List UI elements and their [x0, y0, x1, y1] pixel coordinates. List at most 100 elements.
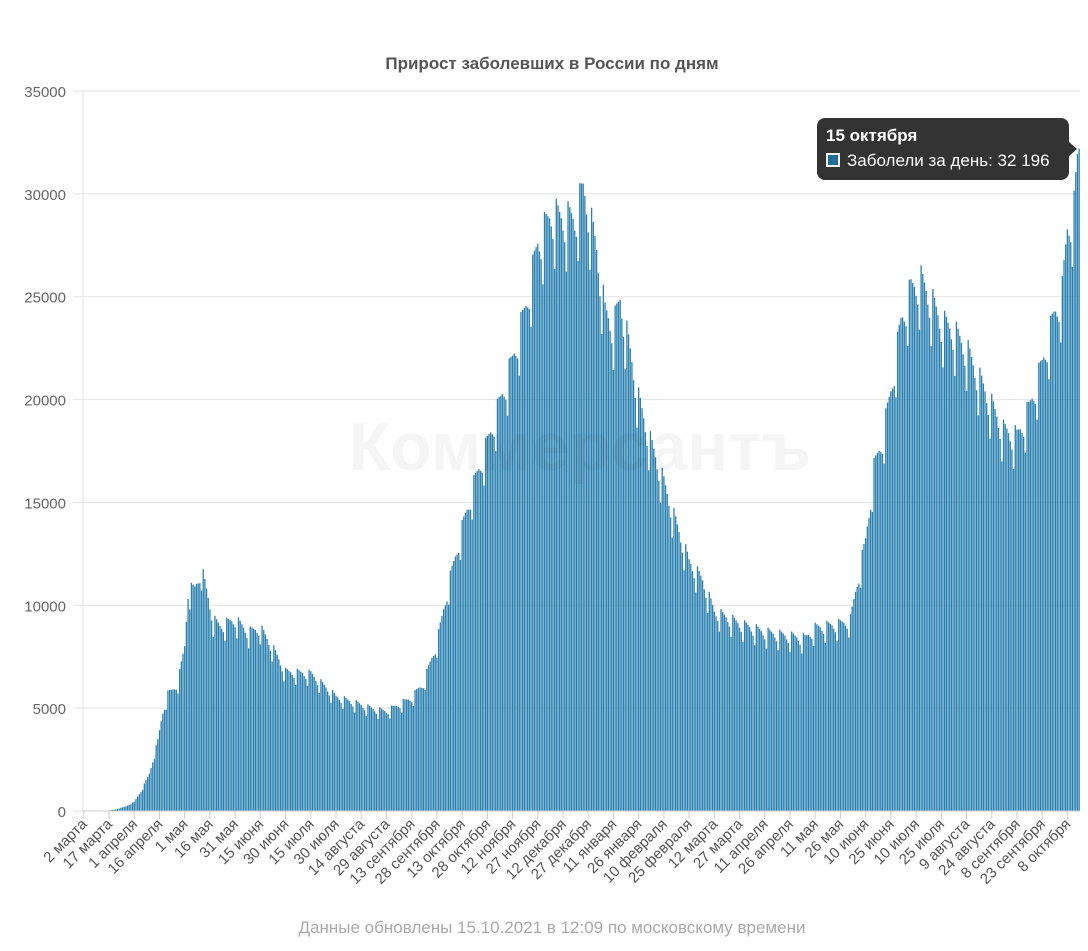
bar[interactable]: [392, 705, 394, 811]
bar[interactable]: [540, 259, 542, 811]
bar[interactable]: [839, 620, 842, 811]
bar[interactable]: [896, 331, 899, 811]
bar[interactable]: [269, 650, 272, 811]
bar[interactable]: [824, 642, 826, 811]
bar[interactable]: [293, 677, 295, 811]
bar[interactable]: [429, 661, 431, 812]
bar[interactable]: [918, 329, 921, 811]
bar[interactable]: [367, 704, 369, 811]
bar[interactable]: [656, 469, 658, 811]
bar[interactable]: [912, 282, 914, 811]
bar[interactable]: [316, 685, 319, 811]
bar[interactable]: [226, 617, 228, 811]
bar[interactable]: [1001, 461, 1003, 811]
bar[interactable]: [711, 605, 714, 811]
bar[interactable]: [143, 783, 146, 811]
bar[interactable]: [303, 676, 305, 811]
bar[interactable]: [348, 701, 351, 811]
bar[interactable]: [910, 279, 912, 811]
bar[interactable]: [663, 476, 665, 811]
bar[interactable]: [404, 699, 406, 811]
bar[interactable]: [172, 689, 174, 811]
bar[interactable]: [1028, 402, 1030, 811]
bar[interactable]: [833, 628, 835, 811]
bar[interactable]: [350, 703, 352, 811]
bar[interactable]: [614, 305, 616, 811]
bar[interactable]: [930, 346, 932, 811]
bar[interactable]: [718, 631, 721, 811]
bar[interactable]: [836, 641, 838, 811]
bar[interactable]: [875, 455, 877, 811]
bar[interactable]: [232, 624, 235, 811]
bar[interactable]: [411, 702, 413, 811]
bar[interactable]: [278, 659, 280, 811]
bar[interactable]: [606, 310, 608, 811]
bar[interactable]: [1024, 452, 1027, 811]
bar[interactable]: [214, 615, 216, 811]
bar[interactable]: [550, 226, 552, 812]
bar[interactable]: [629, 348, 631, 811]
bar[interactable]: [305, 678, 307, 811]
bar[interactable]: [893, 385, 895, 811]
bar[interactable]: [693, 578, 695, 811]
bar[interactable]: [1054, 311, 1057, 811]
bar[interactable]: [574, 230, 576, 811]
bar[interactable]: [890, 391, 892, 811]
bar[interactable]: [231, 621, 233, 811]
bar[interactable]: [592, 221, 594, 811]
bar[interactable]: [437, 629, 440, 811]
bar[interactable]: [503, 396, 505, 811]
bar[interactable]: [372, 709, 374, 811]
bar[interactable]: [631, 362, 633, 811]
bar[interactable]: [864, 538, 867, 811]
bar[interactable]: [905, 326, 907, 811]
bar[interactable]: [237, 617, 240, 811]
bar[interactable]: [115, 809, 117, 811]
bar[interactable]: [685, 544, 687, 811]
bar[interactable]: [111, 809, 114, 811]
bar[interactable]: [1076, 154, 1079, 812]
bar[interactable]: [617, 301, 620, 811]
bar[interactable]: [313, 676, 315, 811]
bar[interactable]: [811, 638, 813, 811]
bar[interactable]: [471, 519, 473, 811]
bar[interactable]: [295, 684, 297, 811]
bar[interactable]: [908, 279, 910, 812]
bar[interactable]: [1061, 276, 1063, 811]
bar[interactable]: [680, 542, 682, 811]
bar[interactable]: [153, 758, 156, 811]
bar[interactable]: [819, 627, 821, 811]
bar[interactable]: [417, 688, 420, 811]
bar[interactable]: [907, 346, 909, 811]
bar[interactable]: [168, 690, 171, 811]
bar[interactable]: [849, 614, 852, 811]
bar[interactable]: [505, 399, 507, 811]
bar[interactable]: [913, 286, 916, 812]
bar[interactable]: [449, 570, 452, 811]
bar[interactable]: [673, 507, 675, 811]
bar[interactable]: [133, 801, 135, 811]
bar[interactable]: [695, 592, 697, 811]
bar[interactable]: [1078, 148, 1080, 811]
bar[interactable]: [925, 290, 927, 812]
bar[interactable]: [284, 667, 287, 811]
bar[interactable]: [792, 633, 794, 811]
bar[interactable]: [580, 183, 583, 811]
bar[interactable]: [506, 415, 509, 811]
bar[interactable]: [163, 709, 166, 811]
bar[interactable]: [400, 712, 403, 811]
bar[interactable]: [353, 712, 356, 811]
bar[interactable]: [950, 339, 953, 811]
bar[interactable]: [791, 631, 793, 811]
bar[interactable]: [888, 396, 890, 811]
bar[interactable]: [125, 806, 127, 811]
bar[interactable]: [920, 265, 922, 811]
bar[interactable]: [315, 681, 317, 811]
bar[interactable]: [891, 388, 894, 811]
bar[interactable]: [254, 629, 256, 811]
bar[interactable]: [938, 328, 941, 811]
bar[interactable]: [664, 485, 667, 811]
bar[interactable]: [377, 718, 379, 811]
bar[interactable]: [878, 450, 880, 811]
bar[interactable]: [844, 625, 847, 811]
